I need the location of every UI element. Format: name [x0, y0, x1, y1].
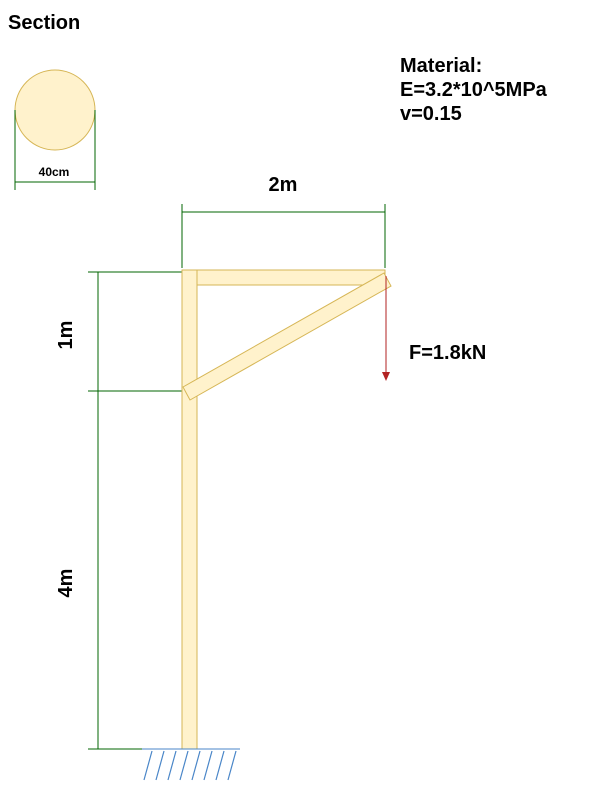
span-label: 2m [269, 174, 298, 196]
elastic-modulus: E=3.2*10^5MPa [400, 79, 547, 101]
load: F=1.8kN [382, 276, 486, 381]
support-hatch [215, 750, 225, 781]
poisson-ratio: v=0.15 [400, 103, 462, 125]
material-heading: Material: [400, 55, 483, 77]
cross-section: 40cm [14, 69, 96, 190]
section-diameter-label: 40cm [39, 165, 70, 179]
load-label: F=1.8kN [409, 342, 486, 364]
load-arrow-head [382, 372, 390, 381]
lower-height-label: 4m [55, 569, 77, 598]
support-hatch [227, 750, 237, 781]
beam-member [196, 269, 386, 286]
support-hatch [203, 750, 213, 781]
beam-span-dimension: 2m [181, 174, 386, 268]
brace-member [182, 272, 392, 401]
support-hatch [191, 750, 201, 781]
support-hatch [179, 750, 189, 781]
section-title: Section [8, 12, 81, 34]
support-hatch [167, 750, 177, 781]
support-hatch [155, 750, 165, 781]
cross-section-circle [14, 69, 96, 151]
column-member [181, 269, 198, 750]
frame-members [181, 269, 392, 750]
support-hatch [143, 750, 153, 781]
fixed-support [142, 748, 240, 781]
upper-height-label: 1m [55, 321, 77, 350]
height-dimensions: 1m 4m [55, 271, 184, 750]
material-properties: Material: E=3.2*10^5MPa v=0.15 [400, 54, 547, 126]
